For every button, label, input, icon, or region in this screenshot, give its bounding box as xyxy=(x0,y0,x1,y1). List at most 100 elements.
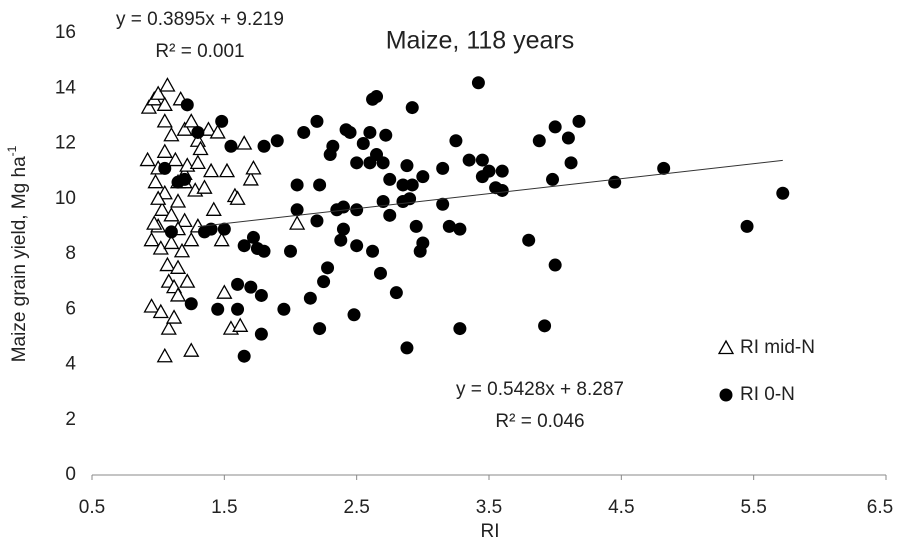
point xyxy=(245,160,262,175)
point xyxy=(159,77,176,92)
point xyxy=(350,239,364,253)
point xyxy=(160,320,177,335)
y-tick-label: 4 xyxy=(65,354,76,375)
point xyxy=(237,239,251,253)
y-axis-label-text: Maize grain yield, Mg ha xyxy=(9,156,30,362)
y-tick-label: 16 xyxy=(55,22,76,43)
x-axis-label: RI xyxy=(481,521,500,542)
y-tick-label: 0 xyxy=(65,464,76,485)
point xyxy=(192,140,209,156)
point xyxy=(154,201,171,216)
point xyxy=(242,171,259,186)
point xyxy=(350,203,364,217)
point xyxy=(383,172,397,186)
legend-marker xyxy=(719,388,733,402)
point xyxy=(740,219,754,233)
legend-label: RI 0-N xyxy=(740,384,795,405)
point xyxy=(449,134,463,148)
point xyxy=(334,233,348,247)
point xyxy=(202,162,220,178)
point xyxy=(173,242,191,258)
point xyxy=(290,178,304,192)
point xyxy=(169,193,187,208)
point xyxy=(436,197,450,211)
point xyxy=(143,298,160,313)
point xyxy=(156,96,173,111)
point xyxy=(231,302,245,316)
point xyxy=(218,162,236,178)
r-squared: R² = 0.046 xyxy=(495,411,584,432)
equation: y = 0.3895x + 9.219 xyxy=(116,9,284,30)
point xyxy=(405,178,419,192)
trendline xyxy=(197,159,783,228)
y-tick-label: 6 xyxy=(65,298,76,319)
point xyxy=(236,135,253,150)
point xyxy=(495,164,509,178)
point xyxy=(146,215,163,230)
point xyxy=(183,231,200,247)
x-tick-label: 5.5 xyxy=(740,497,766,518)
point xyxy=(163,234,180,250)
point xyxy=(522,233,536,247)
point xyxy=(326,139,340,153)
point xyxy=(156,143,173,158)
point xyxy=(156,184,173,200)
equation: y = 0.5428x + 8.287 xyxy=(456,379,624,400)
point xyxy=(143,231,160,247)
point xyxy=(389,286,403,300)
point xyxy=(183,342,200,357)
point xyxy=(370,90,384,104)
point xyxy=(257,244,271,258)
point xyxy=(453,322,467,336)
point xyxy=(150,190,167,205)
point xyxy=(289,215,306,230)
point xyxy=(548,258,562,272)
point xyxy=(179,273,196,288)
point xyxy=(147,173,164,189)
point xyxy=(416,236,430,250)
point xyxy=(336,222,350,236)
point xyxy=(189,154,206,169)
point xyxy=(150,85,167,100)
y-tick-label: 10 xyxy=(55,188,76,209)
point xyxy=(310,114,324,128)
point xyxy=(405,101,419,115)
point xyxy=(169,287,187,302)
point xyxy=(270,134,284,148)
point xyxy=(546,172,560,186)
point xyxy=(400,341,414,355)
point xyxy=(572,114,586,128)
point xyxy=(229,190,246,205)
x-tick-label: 3.5 xyxy=(476,497,502,518)
point xyxy=(538,319,552,333)
point xyxy=(169,259,187,274)
y-tick-label: 12 xyxy=(55,133,76,154)
point xyxy=(532,134,546,148)
point xyxy=(140,99,158,114)
point xyxy=(191,125,205,139)
point xyxy=(336,200,350,214)
point xyxy=(548,120,562,134)
point xyxy=(209,124,226,139)
point xyxy=(213,231,230,247)
point xyxy=(152,303,169,319)
point xyxy=(317,275,331,289)
point xyxy=(564,156,578,170)
point xyxy=(471,76,485,90)
point xyxy=(482,164,496,178)
point xyxy=(366,244,380,258)
point xyxy=(313,178,327,192)
point xyxy=(347,308,361,322)
point xyxy=(244,280,258,294)
point xyxy=(180,98,194,112)
point xyxy=(290,203,304,217)
point xyxy=(254,327,268,341)
point xyxy=(183,113,200,128)
point xyxy=(257,139,271,153)
point xyxy=(409,219,423,233)
point xyxy=(776,186,790,200)
point xyxy=(164,225,178,239)
point xyxy=(436,161,450,175)
point xyxy=(163,126,180,142)
